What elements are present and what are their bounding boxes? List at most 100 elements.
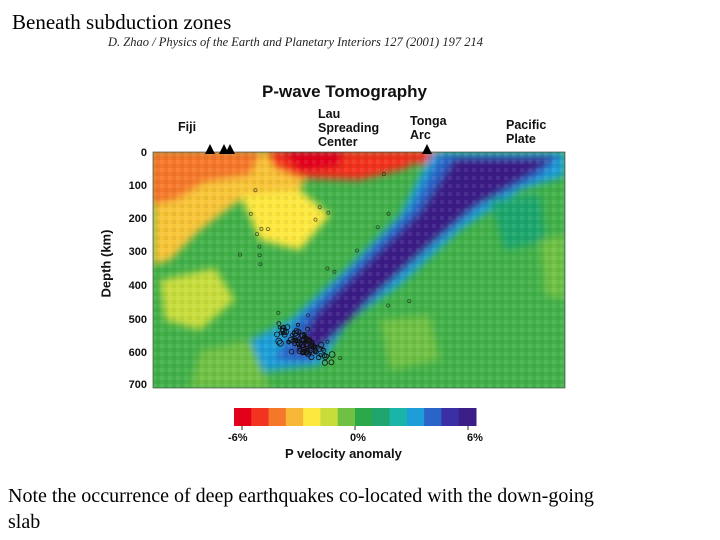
colorbar-swatch [320,408,339,426]
earthquake-marker [305,326,310,332]
label-lau-spreading-center: Lau Spreading Center [318,107,380,149]
earthquake-marker [328,359,335,366]
colorbar-swatch [303,408,321,426]
tomography-image [153,152,565,388]
colorbar-min-label: -6% [228,432,248,444]
y-tick: 600 [128,347,147,359]
earthquake-marker [386,303,391,308]
earthquake-marker [307,349,313,355]
earthquake-marker [325,266,330,271]
earthquake-marker [310,345,315,350]
earthquake-marker [265,227,270,232]
earthquake-marker [278,330,283,335]
figure-citation: D. Zhao / Physics of the Earth and Plane… [108,35,483,49]
earthquake-marker [321,359,328,366]
earthquake-marker [275,337,283,345]
earthquake-marker [354,248,359,253]
earthquake-marker [317,205,322,210]
colorbar [234,408,477,430]
label-pacific-plate: Pacific Plate [506,118,547,146]
volcano-icon [225,144,235,154]
volcano-icon [422,144,432,154]
earthquake-marker [257,244,262,249]
earthquake-marker [305,338,311,344]
earthquake-marker [332,269,337,274]
earthquake-marker [306,337,312,343]
earthquake-marker [375,225,380,230]
earthquake-marker [317,341,325,348]
y-tick: 400 [128,280,147,292]
earthquake-marker [320,347,325,352]
earthquake-marker [312,344,317,349]
colorbar-swatch [337,408,356,426]
earthquake-marker [308,354,315,361]
y-tick: 500 [128,314,147,326]
earthquake-marker [314,349,319,355]
colorbar-title: P velocity anomaly [285,446,402,461]
earthquake-marker [274,331,280,338]
y-tick: 100 [128,180,147,192]
earthquake-marker [276,310,281,315]
earthquake-marker [296,338,302,344]
earthquake-marker [259,226,264,231]
earthquake-marker [237,252,242,257]
earthquake-marker [313,217,318,222]
earthquake-marker [325,339,330,344]
earthquake-marker [322,353,329,361]
colorbar-swatch [389,408,408,426]
earthquake-marker [248,211,253,216]
earthquake-marker [293,336,298,341]
earthquake-marker [310,340,315,345]
colorbar-swatch [251,408,270,426]
colorbar-swatch [285,408,304,426]
earthquake-marker [276,339,284,347]
earthquake-marker [295,322,300,327]
earthquake-marker [296,348,303,355]
pixel-texture [153,152,565,388]
earthquake-marker [328,351,336,358]
volcano-icon [205,144,215,154]
colorbar-swatch [372,408,391,426]
label-tonga-arc: Tonga Arc [410,114,447,142]
earthquake-marker [276,321,282,327]
colorbar-swatch [234,408,252,426]
earthquake-cluster [237,171,412,366]
earthquake-marker [288,349,295,355]
slide-title: Beneath subduction zones [12,10,232,34]
colorbar-swatch [458,408,477,426]
earthquake-marker [258,262,263,267]
colorbar-swatch [406,408,425,426]
colorbar-swatch [355,408,373,426]
y-tick: 300 [128,246,147,258]
earthquake-marker [306,346,314,354]
earthquake-marker [318,353,323,358]
earthquake-marker [297,329,302,334]
earthquake-marker [257,253,262,258]
earthquake-marker [305,313,310,318]
colorbar-max-label: 6% [467,432,483,444]
earthquake-marker [386,211,391,216]
earthquake-marker [338,356,343,361]
earthquake-marker [253,188,258,193]
earthquake-marker [303,341,311,349]
colorbar-mid-label: 0% [350,432,366,444]
plot-frame [152,151,566,389]
figure-title: P-wave Tomography [262,82,427,101]
earthquake-marker [326,210,331,215]
colorbar-swatch [441,408,460,426]
y-tick: 700 [128,379,147,391]
y-tick: 0 [140,147,147,159]
colorbar-swatch [424,408,442,426]
label-fiji: Fiji [178,120,197,134]
y-tick: 200 [128,213,147,225]
earthquake-marker [277,325,282,330]
earthquake-marker [381,171,386,176]
earthquake-marker [292,341,298,347]
colorbar-swatch [268,408,287,426]
earthquake-marker [254,232,259,237]
earthquake-marker [287,336,294,343]
slide-caption: Note the occurrence of deep earthquakes … [8,485,594,533]
earthquake-marker [290,332,295,338]
earthquake-marker [407,299,412,304]
